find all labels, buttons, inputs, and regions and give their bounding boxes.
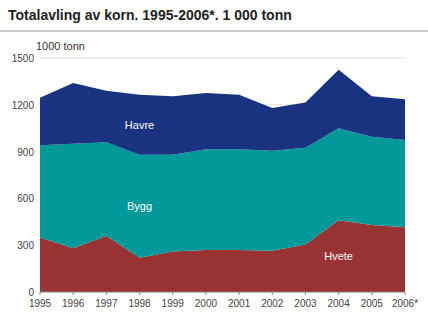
series-label: Hvete (324, 250, 353, 262)
x-tick (405, 292, 406, 295)
x-tick-label: 2002 (261, 298, 284, 309)
y-tick-label: 300 (17, 240, 34, 251)
y-label: 1000 tonn (36, 40, 85, 52)
x-axis (40, 292, 405, 293)
y-tick-label: 0 (28, 287, 34, 298)
series-label: Bygg (127, 200, 152, 212)
x-tick (338, 292, 339, 295)
x-tick (139, 292, 140, 295)
x-tick-label: 1997 (95, 298, 118, 309)
area (40, 70, 405, 155)
x-tick-label: 2003 (294, 298, 317, 309)
x-tick-label: 1999 (162, 298, 185, 309)
series-label: Havre (125, 119, 154, 131)
x-tick-label: 2004 (328, 298, 351, 309)
title-separator (0, 31, 428, 32)
x-tick-label: 2005 (361, 298, 384, 309)
x-tick (172, 292, 173, 295)
x-tick (106, 292, 107, 295)
x-tick (371, 292, 372, 295)
y-tick-label: 1200 (12, 100, 35, 111)
x-tick-label: 2000 (195, 298, 218, 309)
x-tick-label: 1998 (128, 298, 151, 309)
x-tick (205, 292, 206, 295)
x-tick-label: 2006* (392, 298, 418, 309)
y-tick-label: 900 (17, 147, 34, 158)
x-tick (305, 292, 306, 295)
areas (40, 70, 405, 292)
x-tick-label: 1996 (62, 298, 85, 309)
x-tick (73, 292, 74, 295)
title: Totalavling av korn. 1995-2006*. 1 000 t… (8, 7, 292, 23)
grid-line (40, 58, 405, 59)
x-tick (40, 292, 41, 295)
y-tick-label: 600 (17, 193, 34, 204)
x-tick-label: 2001 (228, 298, 251, 309)
y-tick-label: 1500 (12, 53, 35, 64)
x-tick-label: 1995 (29, 298, 52, 309)
x-tick (272, 292, 273, 295)
chart: Totalavling av korn. 1995-2006*. 1 000 t… (0, 0, 428, 323)
grid-line (40, 292, 405, 293)
x-tick (239, 292, 240, 295)
